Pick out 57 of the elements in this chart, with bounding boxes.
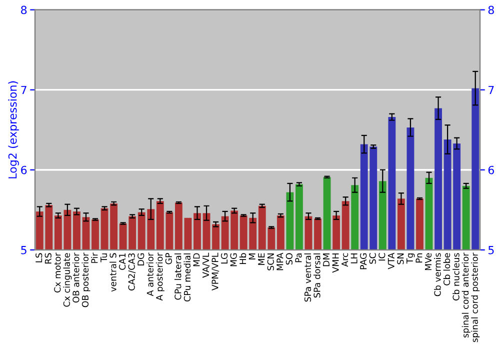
x-tick-label: VTA — [388, 252, 394, 270]
x-tick-label: ventral S — [110, 253, 116, 292]
x-tick-label: IC — [378, 253, 386, 261]
x-tick-label: Cx cingulate — [63, 253, 72, 307]
y2-tick-label: 6 — [488, 166, 494, 174]
x-tick-label: Tu — [100, 253, 108, 262]
x-tick-label: CA1 — [118, 253, 126, 270]
y-tick-label: 7 — [21, 86, 26, 94]
x-tick-label: ME — [258, 253, 265, 265]
x-tick-label: spinal cord anterior — [462, 252, 470, 338]
x-tick-label: A anterior — [146, 252, 154, 296]
y-axis-title: Log2 (expression) — [8, 81, 19, 178]
x-tick-label: SN — [397, 254, 404, 264]
x-tick-label: Cx motor — [54, 252, 61, 293]
x-tick-label: Cb vermis — [434, 253, 441, 296]
y2-tick-label: 8 — [488, 6, 494, 14]
x-tick-label: M — [248, 254, 256, 260]
y2-tick-label: 7 — [488, 86, 494, 94]
x-tick-label: VMH — [332, 254, 339, 273]
x-tick-label: MG — [230, 253, 237, 266]
x-tick-label: MPA — [276, 252, 284, 270]
x-tick-label: RS — [44, 253, 52, 264]
x-tick-label: DG — [138, 253, 144, 266]
x-tick-label: Pa — [295, 253, 302, 262]
x-tick-label: A posterior — [156, 252, 164, 301]
x-tick-label: OB anterior — [72, 252, 80, 303]
x-tick-label: MD — [193, 253, 200, 266]
y-tick-label: 8 — [21, 6, 27, 14]
y-tick-label: 6 — [21, 166, 27, 174]
x-tick-label: Pir — [91, 252, 98, 263]
x-tick-label: CPu lateral — [174, 253, 182, 300]
x-tick-label: MVe — [425, 253, 432, 270]
x-tick-label: SPa dorsal — [314, 254, 320, 298]
x-tick-label: PAG — [360, 253, 367, 270]
y-tick-label: 5 — [21, 246, 26, 254]
x-tick-label: SCN — [267, 254, 274, 270]
x-tick-label: spinal cord posterior — [471, 252, 480, 342]
x-tick-label: Tg — [406, 253, 415, 264]
x-tick-label: LG — [220, 253, 228, 264]
x-tick-label: Pn — [416, 253, 422, 262]
x-tick-label: Arc — [342, 253, 348, 267]
x-tick-label: DM — [323, 254, 330, 266]
x-tick-label: SO — [286, 253, 292, 265]
x-tick-label: CA2/CA3 — [128, 253, 136, 290]
x-tick-label: GP — [165, 252, 172, 264]
x-tick-label: LH — [350, 254, 358, 264]
x-tick-label: SPa ventral — [304, 254, 312, 302]
x-tick-label: LS — [36, 253, 42, 262]
x-tick-label: CPu medial — [184, 254, 191, 302]
x-tick-label: Cb nucleus — [452, 253, 460, 300]
x-tick-label: VPM/VPL — [212, 252, 220, 291]
x-tick-label: Cb lobe — [443, 253, 450, 286]
y2-tick-label: 5 — [488, 246, 494, 254]
x-tick-label: OB posterior — [82, 252, 90, 308]
x-tick-label: Hb — [239, 253, 246, 264]
x-tick-label: SC — [369, 253, 376, 264]
x-tick-label: VA/VL — [202, 252, 210, 278]
